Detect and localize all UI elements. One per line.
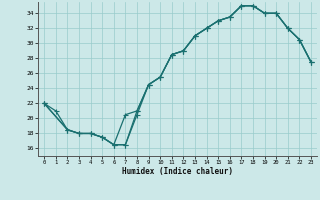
X-axis label: Humidex (Indice chaleur): Humidex (Indice chaleur) (122, 167, 233, 176)
